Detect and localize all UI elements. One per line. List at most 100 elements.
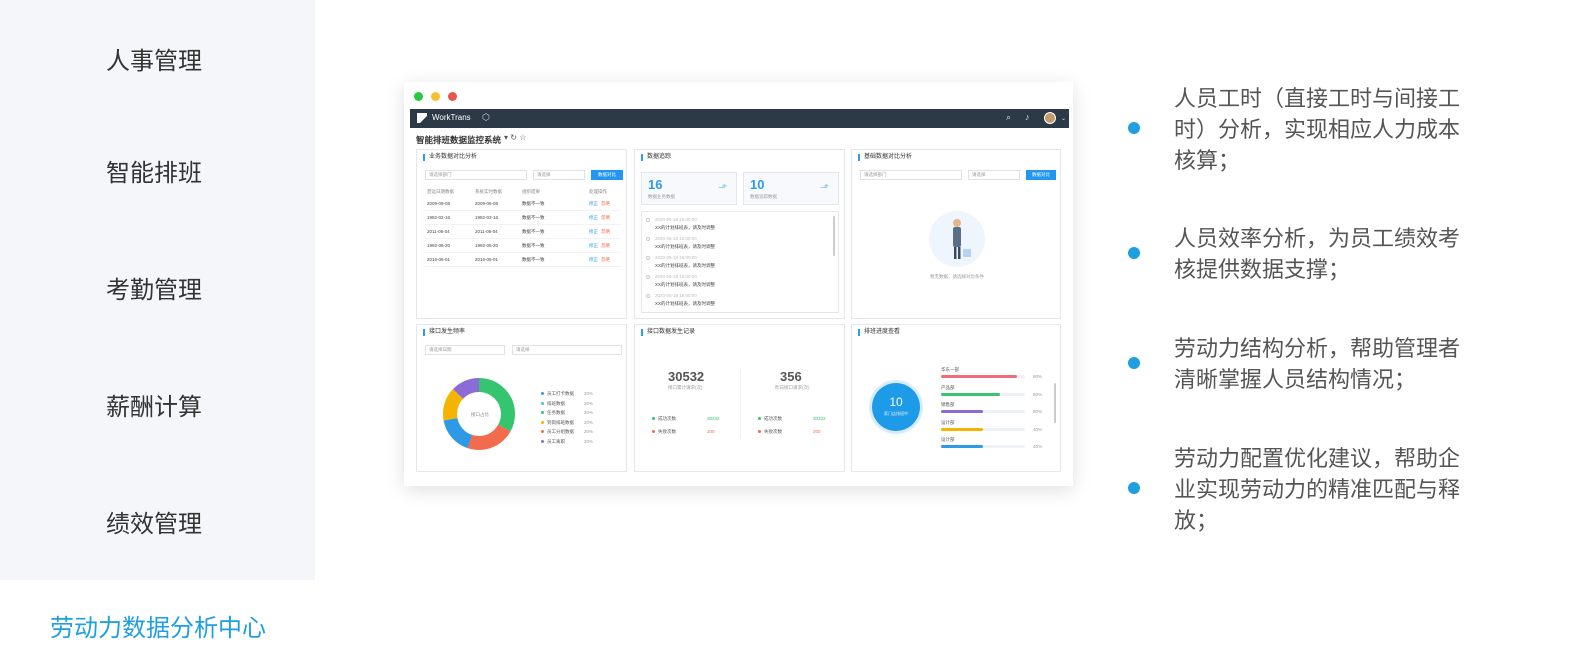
- cell-result: 数据不一致: [522, 201, 545, 206]
- stat-value: 30332: [707, 416, 720, 421]
- stat-value: 30332: [813, 416, 826, 421]
- panel-title: 接口数据发生记录: [641, 329, 695, 336]
- cube-icon[interactable]: ⬡: [482, 112, 490, 122]
- ignore-link[interactable]: 忽略: [601, 243, 610, 248]
- caret-down-icon[interactable]: ▾: [504, 133, 509, 142]
- bullet-dot: [1128, 357, 1140, 369]
- stat-label: 数据业务数据: [648, 194, 675, 199]
- fix-link[interactable]: 修正: [589, 229, 598, 234]
- fix-link[interactable]: 修正: [589, 201, 598, 206]
- empty-illustration: [929, 211, 985, 267]
- progress-track: [941, 375, 1025, 378]
- fix-link[interactable]: 修正: [589, 215, 598, 220]
- ignore-link[interactable]: 忽略: [601, 201, 610, 206]
- donut-slice[interactable]: [443, 378, 515, 450]
- panel-title: 基础数据对比分析: [858, 154, 912, 161]
- progress-fill: [941, 427, 983, 431]
- legend-dot: [541, 439, 544, 443]
- compare-button[interactable]: 数据对比: [591, 170, 623, 180]
- col-header: 处理操作: [589, 189, 607, 194]
- app-topbar: WorkTrans ⬡ ⌕ ♪ ⌄: [410, 109, 1069, 128]
- timeline-text: XX的计划排班表，请及时调整: [655, 225, 716, 230]
- bar-label: 设计部: [941, 419, 955, 425]
- compare-button[interactable]: 数据对比: [1026, 170, 1056, 180]
- dept-input[interactable]: 请选择部门: [425, 170, 527, 180]
- stat-label: 失败次数: [764, 429, 782, 434]
- nav-item-payroll[interactable]: 薪酬计算: [0, 346, 315, 463]
- bullet-text: 人员工时（直接工时与间接工时）分析，实现相应人力成本核算；: [1174, 87, 1461, 174]
- panel-interface-frequency: 接口发生频率 请选择日期 请选择 接口占比 员工打卡数据 20% 排班数据 20% 任务…: [416, 324, 627, 472]
- window-dot-red: [448, 92, 457, 101]
- panel-interface-records: 接口数据发生记录 30532 接口累计请求(次) 356 昨日接口请求(次) 成…: [634, 324, 845, 472]
- select-dropdown[interactable]: 请选择: [512, 345, 622, 355]
- bar-label: 设计部: [941, 437, 955, 442]
- nav-item-label: 智能排班: [106, 159, 202, 187]
- cell-result: 数据不一致: [522, 215, 545, 220]
- stat-label: 成功次数: [764, 416, 782, 421]
- ignore-link[interactable]: 忽略: [601, 257, 610, 262]
- window-dot-yellow: [431, 92, 440, 101]
- fix-link[interactable]: 修正: [589, 257, 598, 262]
- total-requests-value: 30532: [668, 369, 705, 384]
- donut-slice[interactable]: [443, 378, 515, 450]
- brand-name: WorkTrans: [432, 113, 471, 122]
- select-dropdown[interactable]: 请选择: [968, 170, 1020, 180]
- legend-dot: [541, 392, 544, 395]
- dept-input[interactable]: 请选择部门: [860, 170, 962, 180]
- legend-pct: 20%: [584, 438, 594, 444]
- stat-label: 数据追踪数据: [750, 194, 777, 199]
- progress-track: [941, 392, 1025, 396]
- panel-scheduling-progress: 排班进度查看 10 家门店排班中 华东一部 80% 产品部 80% 销售部 80% 设计部 4…: [851, 324, 1061, 472]
- bell-icon[interactable]: ♪: [1025, 112, 1030, 122]
- title-tools: ▾ ↻ ☆: [504, 133, 526, 142]
- timeline-list[interactable]: 2020-05-18 16:00:00 XX的计划排班表，请及时调整 2020-05…: [641, 211, 839, 313]
- ignore-link[interactable]: 忽略: [601, 229, 610, 234]
- timeline-dot: [646, 294, 650, 298]
- nav-item-label: 薪酬计算: [106, 393, 202, 421]
- timeline-time: 2020-05-18 16:00:00: [655, 236, 697, 241]
- scrollbar[interactable]: [1054, 383, 1056, 423]
- cell-date: 2016-05-01: [475, 257, 499, 262]
- timeline-dot: [646, 218, 650, 222]
- stat-value: 200: [707, 429, 715, 434]
- legend-label: 到岗排班数据: [547, 419, 574, 425]
- avatar[interactable]: [1044, 112, 1056, 124]
- yesterday-requests-value: 356: [780, 369, 802, 384]
- nav-item-performance[interactable]: 绩效管理: [0, 463, 315, 580]
- nav-item-label: 劳动力数据分析中心: [50, 614, 266, 642]
- nav-item-labor-analytics[interactable]: 劳动力数据分析中心: [0, 580, 315, 671]
- donut-slice[interactable]: [443, 378, 515, 450]
- dashboard-screenshot: WorkTrans ⬡ ⌕ ♪ ⌄ 智能排班数据监控系统 ▾ ↻ ☆ 业务数据对…: [404, 82, 1073, 486]
- select-dropdown[interactable]: 请选择: [533, 170, 585, 180]
- bar-pct: 80%: [1033, 409, 1043, 414]
- panel-data-tracking: 数据追踪 16 数据业务数据 ⬏ 10 数据追踪数据 ⬏ 2020-05-18 …: [634, 149, 845, 319]
- timeline-time: 2020-05-18 16:00:00: [655, 293, 697, 298]
- progress-fill: [941, 410, 983, 413]
- nav-item-scheduling[interactable]: 智能排班: [0, 112, 315, 229]
- table-row: 1982-02-16 1982-03-16 数据不一致 修正 忽略: [425, 211, 621, 225]
- col-header: 营运日期数据: [427, 189, 454, 194]
- bar-pct: 40%: [1033, 426, 1043, 432]
- star-icon[interactable]: ☆: [519, 133, 527, 142]
- legend-pct: 20%: [584, 410, 594, 415]
- cell-result: 数据不一致: [522, 243, 545, 248]
- timeline-dot: [646, 237, 650, 241]
- scrollbar[interactable]: [833, 216, 835, 256]
- cell-date: 2016-06-01: [427, 257, 451, 262]
- date-input[interactable]: 请选择日期: [425, 345, 505, 355]
- chart-icon: ⬏: [820, 182, 830, 194]
- fix-link[interactable]: 修正: [589, 243, 598, 248]
- nav-item-hr[interactable]: 人事管理: [0, 0, 315, 117]
- bullet-dot: [1128, 122, 1140, 134]
- progress-fill: [941, 375, 1017, 378]
- chevron-down-icon[interactable]: ⌄: [1061, 116, 1067, 122]
- divider: [740, 369, 741, 439]
- refresh-icon[interactable]: ↻: [510, 133, 517, 142]
- cell-result: 数据不一致: [522, 229, 545, 234]
- panel-title: 业务数据对比分析: [423, 154, 477, 161]
- search-icon[interactable]: ⌕: [1006, 112, 1012, 122]
- nav-item-attendance[interactable]: 考勤管理: [0, 229, 315, 346]
- ignore-link[interactable]: 忽略: [601, 215, 610, 220]
- bullet-text: 人员效率分析，为员工绩效考核提供数据支撑；: [1174, 227, 1461, 283]
